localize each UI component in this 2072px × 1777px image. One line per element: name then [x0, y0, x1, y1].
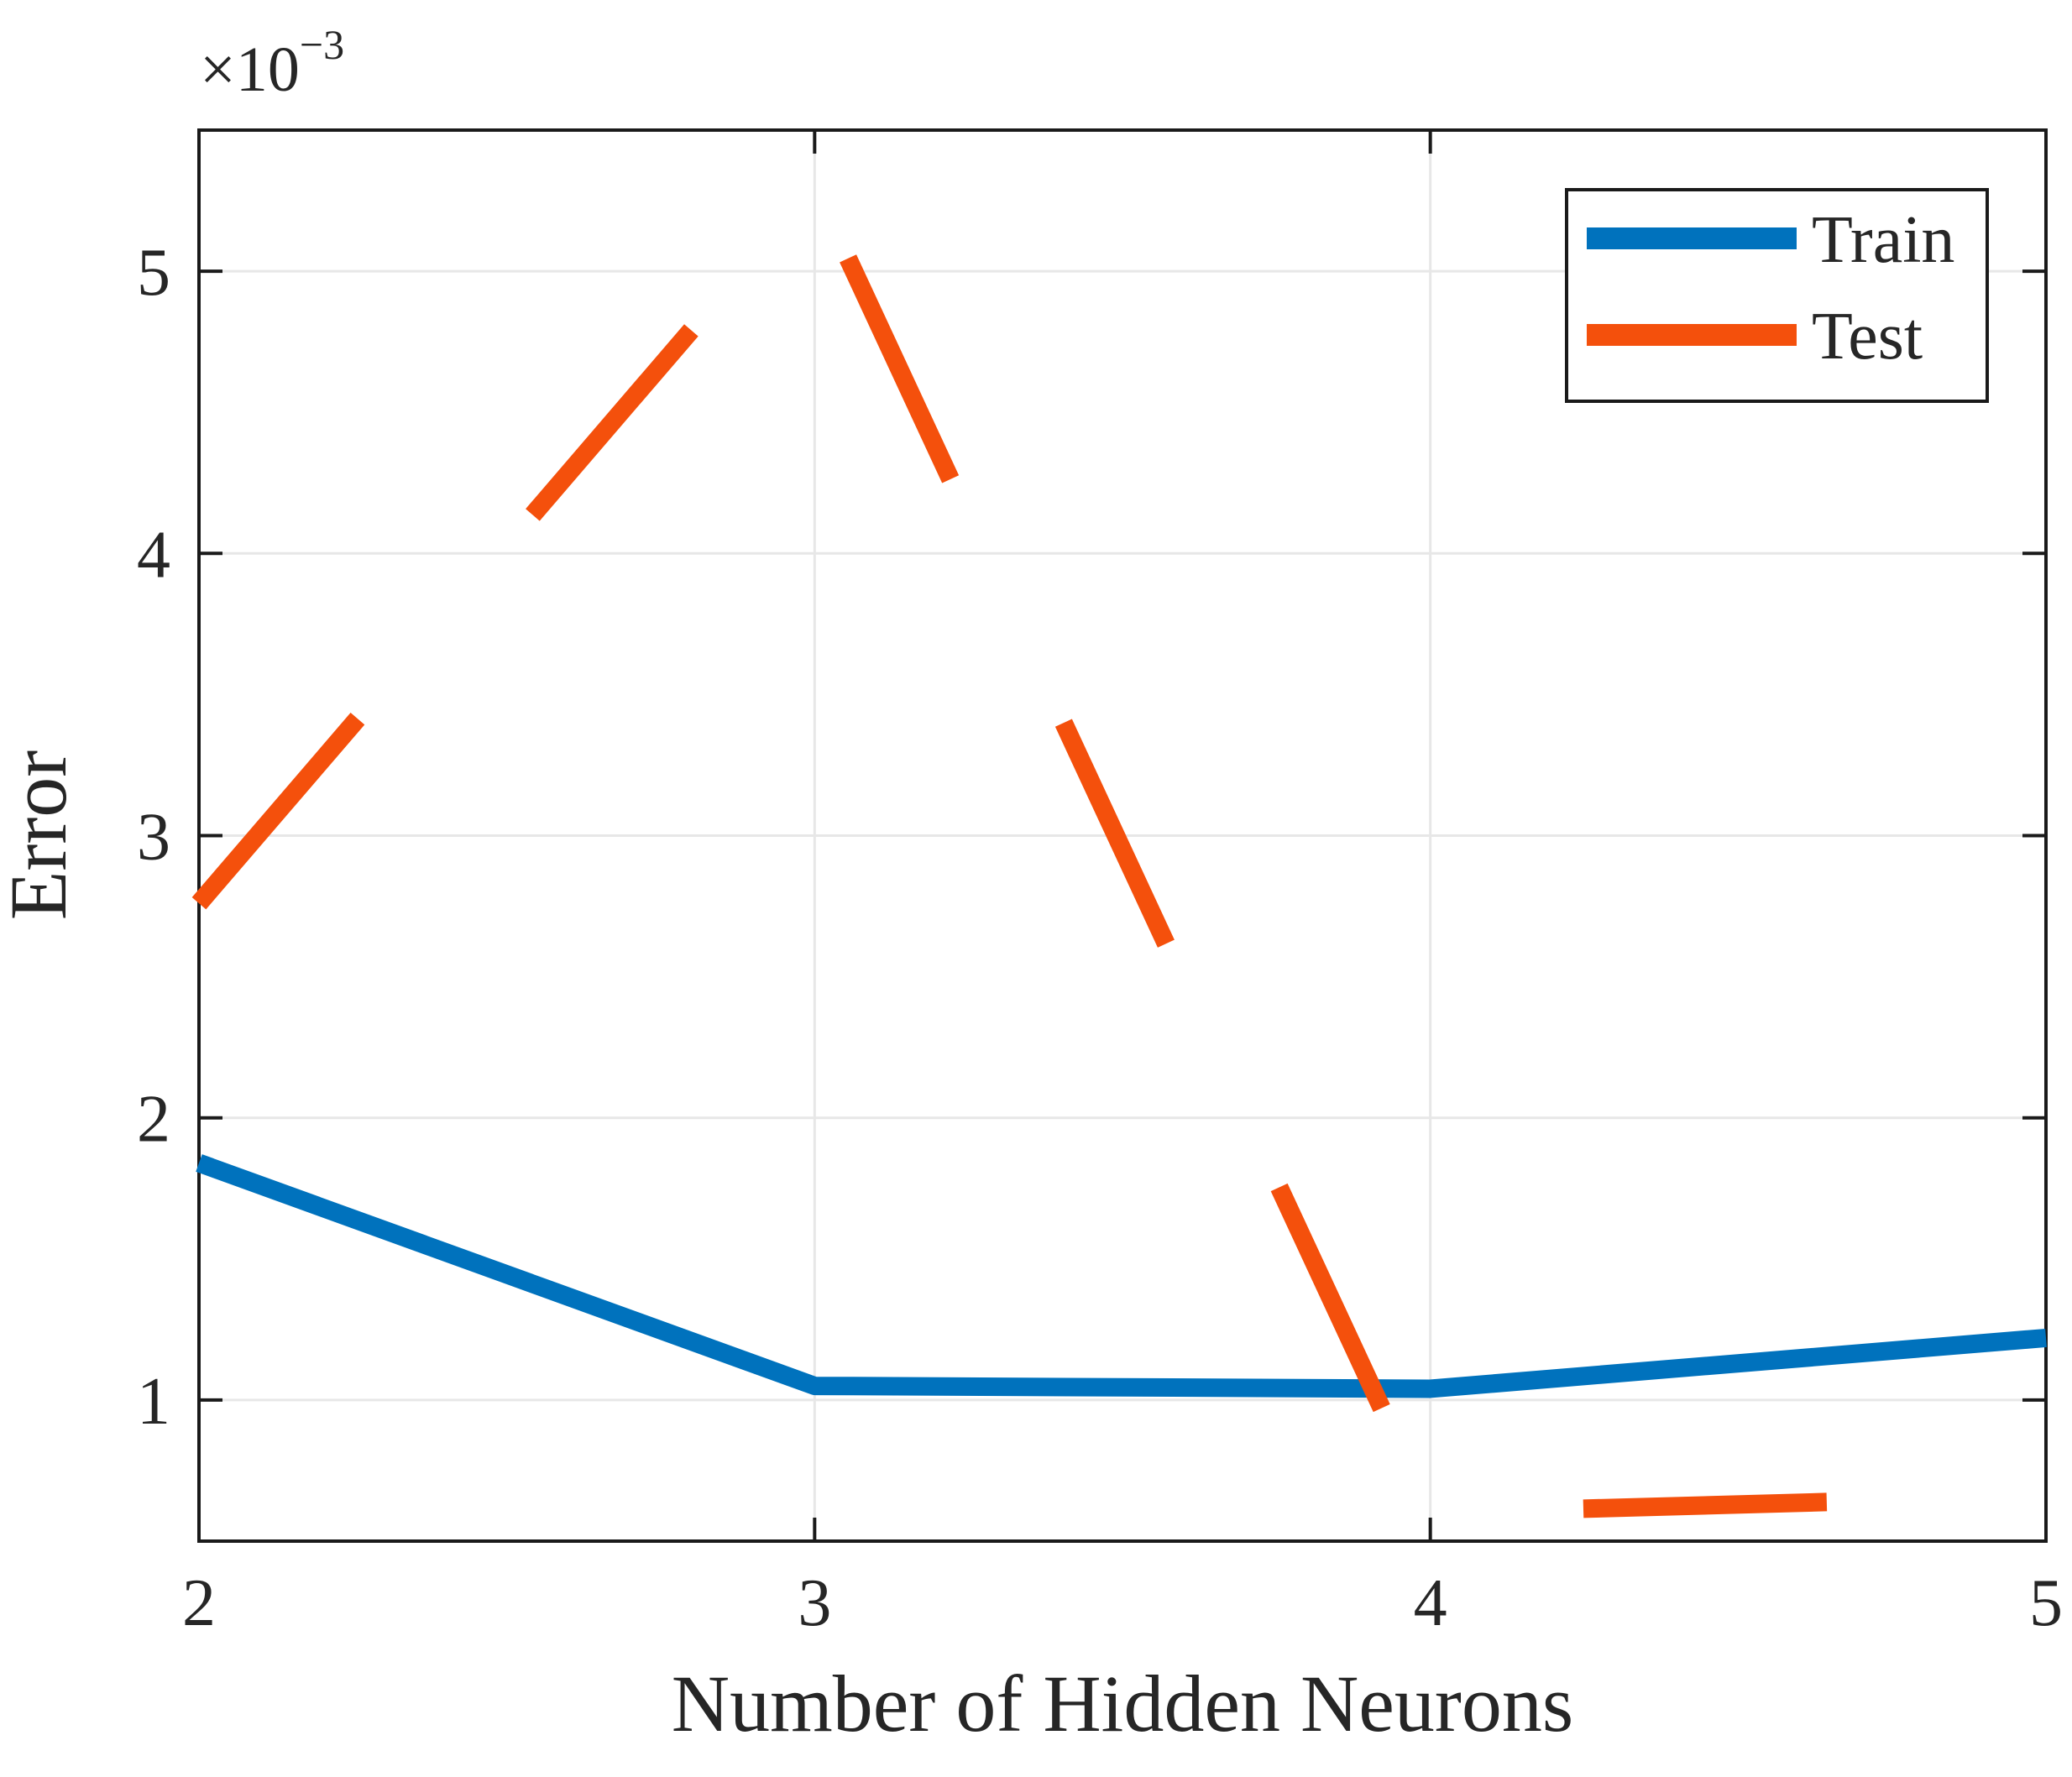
- y-tick-label: 2: [137, 1083, 170, 1157]
- plot-area: 1 2 3 4 5 2 3 4 5: [137, 128, 2063, 1640]
- y-tick-label: 3: [137, 801, 170, 875]
- x-tick-label: 5: [2029, 1566, 2063, 1640]
- legend-label-test: Test: [1812, 300, 1923, 374]
- series-line-train: [196, 1154, 2047, 1398]
- y-tick-label: 4: [137, 518, 170, 592]
- x-tick-label: 4: [1414, 1566, 1447, 1640]
- series-line-test: [191, 177, 2047, 1523]
- y-axis-multiplier: ×10−3: [200, 21, 344, 105]
- legend-box: [1565, 188, 1989, 403]
- y-axis-label: Error: [0, 750, 83, 921]
- multiplier-exponent: −3: [300, 21, 344, 68]
- y-tick-label: 1: [137, 1365, 170, 1439]
- x-tick-label: 2: [182, 1566, 216, 1640]
- y-tick-label: 5: [137, 236, 170, 310]
- x-axis-label: Number of Hidden Neurons: [672, 1659, 1573, 1748]
- multiplier-base: ×10: [200, 34, 300, 105]
- x-tick-label: 3: [798, 1566, 831, 1640]
- legend: Train Test: [1565, 188, 1989, 403]
- legend-label-train: Train: [1812, 203, 1954, 277]
